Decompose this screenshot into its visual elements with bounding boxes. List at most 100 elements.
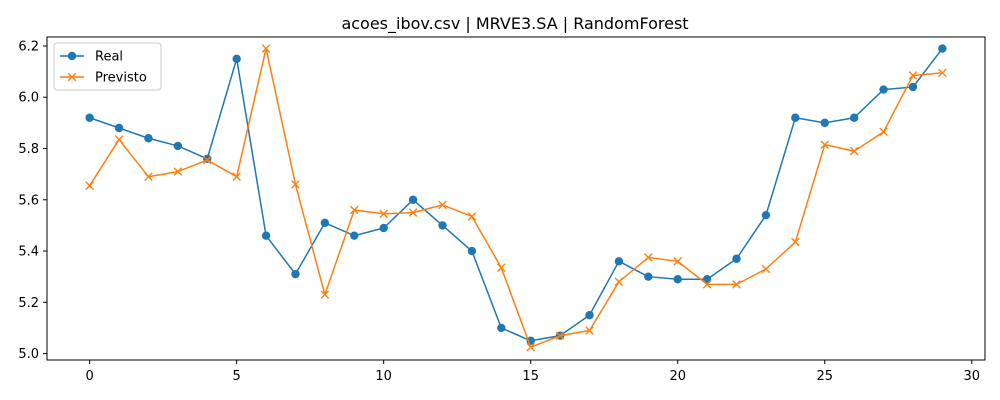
data-point-previsto-stroke [408, 208, 418, 217]
data-point-previsto [614, 277, 624, 287]
data-point-previsto-stroke [702, 280, 712, 289]
data-point-real [879, 85, 888, 94]
data-point-previsto-stroke [320, 290, 330, 299]
legend-marker-real [67, 51, 77, 61]
data-point-real [173, 141, 183, 151]
data-point-previsto-stroke [555, 331, 565, 340]
data-point-previsto [144, 172, 153, 182]
data-point-previsto-stroke [202, 155, 212, 165]
legend-label-real: Real [95, 50, 123, 65]
data-point-previsto-stroke [85, 181, 94, 190]
series-line-previsto [89, 47, 943, 348]
series-real [85, 44, 947, 345]
data-point-previsto-stroke [173, 167, 183, 176]
data-point-previsto [644, 253, 653, 262]
y-tick-label: 5.6 [18, 193, 39, 208]
data-point-previsto-stroke [849, 146, 859, 156]
data-point-real [938, 44, 947, 53]
data-point-previsto [555, 331, 565, 340]
x-tick-label: 20 [669, 369, 686, 384]
y-tick-label: 6.0 [18, 91, 39, 106]
data-point-previsto [291, 180, 300, 189]
data-point-real [144, 134, 153, 143]
data-point-previsto-stroke [879, 127, 888, 137]
x-axis: 0 5 10 15 20 25 30 [85, 360, 980, 384]
data-point-previsto-stroke [291, 180, 300, 189]
y-tick-label: 5.8 [18, 142, 39, 157]
data-point-previsto [85, 181, 94, 190]
data-point-previsto [585, 326, 594, 335]
data-point-previsto [526, 342, 535, 352]
data-point-real [320, 218, 330, 228]
data-point-real [291, 269, 300, 279]
data-point-previsto-stroke [261, 44, 271, 53]
y-tick-label: 5.0 [18, 347, 39, 362]
data-point-real [791, 113, 800, 122]
x-tick-label: 15 [522, 369, 539, 384]
y-tick-label: 5.4 [18, 245, 39, 260]
data-point-previsto-stroke [673, 257, 683, 266]
data-point-previsto [349, 205, 359, 215]
data-point-real [438, 221, 447, 230]
data-point-real [908, 82, 918, 92]
data-point-previsto-stroke [379, 209, 388, 219]
data-point-previsto [497, 263, 506, 273]
data-point-previsto [379, 209, 388, 219]
data-point-previsto-stroke [497, 263, 506, 273]
data-point-previsto-stroke [908, 71, 918, 80]
data-point-real [85, 113, 94, 122]
data-point-previsto [408, 208, 418, 217]
series-layer [85, 44, 947, 352]
data-point-previsto [232, 172, 241, 182]
data-point-real [379, 223, 388, 233]
data-point-previsto-stroke [732, 280, 741, 289]
data-point-previsto [114, 135, 124, 144]
legend: Real Previsto [53, 42, 162, 91]
data-point-previsto [467, 212, 477, 221]
data-point-previsto-stroke [938, 68, 947, 78]
data-point-real [114, 123, 124, 133]
data-point-real [644, 272, 653, 281]
data-point-real [350, 231, 359, 240]
legend-marker-previsto [67, 72, 77, 82]
x-tick-label: 10 [375, 369, 392, 384]
data-point-previsto-stroke [232, 172, 241, 182]
data-point-previsto [320, 290, 330, 299]
data-point-previsto [261, 44, 271, 53]
data-point-real [673, 275, 682, 284]
data-point-real [232, 54, 241, 63]
data-point-previsto [673, 257, 683, 266]
data-point-previsto-stroke [614, 277, 624, 287]
data-point-real [497, 323, 506, 333]
data-point-previsto-stroke [791, 237, 800, 247]
data-point-previsto-stroke [644, 253, 653, 262]
x-tick-label: 5 [233, 369, 241, 384]
data-point-previsto [791, 237, 800, 247]
data-point-real [261, 231, 271, 240]
data-point-real [849, 113, 859, 122]
plot-frame [46, 36, 986, 361]
data-point-real [408, 195, 418, 204]
series-line-real [89, 48, 943, 342]
series-previsto [85, 44, 947, 352]
data-point-previsto [732, 280, 741, 289]
data-point-previsto [849, 146, 859, 156]
data-point-real [614, 257, 624, 266]
data-point-previsto-stroke [438, 200, 447, 210]
data-point-previsto [438, 200, 447, 210]
x-tick-label: 30 [963, 369, 980, 384]
data-point-previsto [938, 68, 947, 78]
data-point-previsto [173, 167, 183, 176]
y-axis: 5.0 5.2 5.4 5.6 5.8 6.0 6.2 [18, 39, 47, 362]
data-point-previsto [761, 264, 771, 274]
data-point-previsto [908, 71, 918, 80]
data-point-previsto-stroke [585, 326, 594, 335]
data-point-real [732, 254, 741, 263]
legend-item-previsto: Previsto [60, 71, 147, 86]
legend-label-previsto: Previsto [95, 71, 147, 86]
chart-title: acoes_ibov.csv | MRVE3.SA | RandomForest [341, 14, 688, 34]
data-point-previsto [879, 127, 888, 137]
data-point-previsto-stroke [467, 212, 477, 221]
